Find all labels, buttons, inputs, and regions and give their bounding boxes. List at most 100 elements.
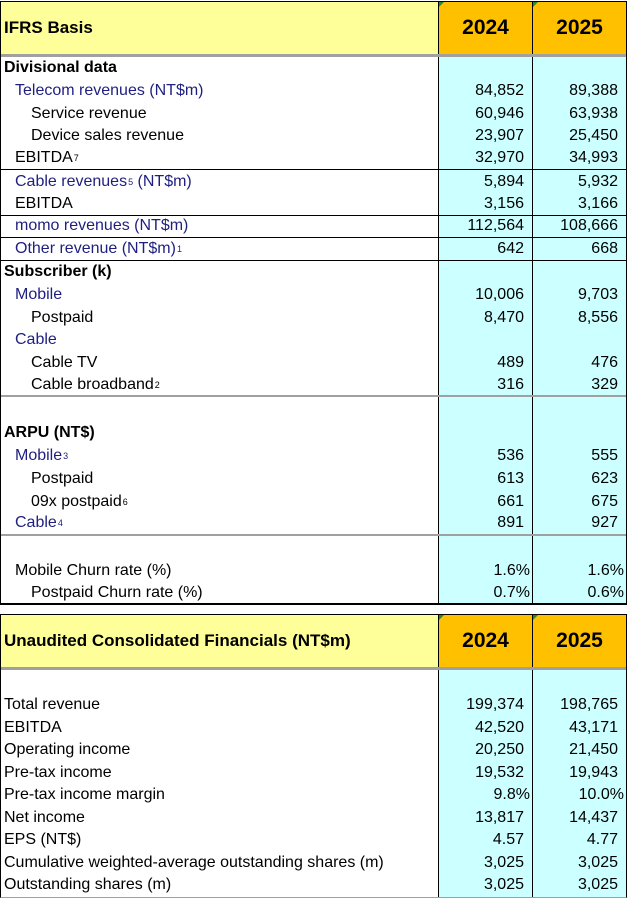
row-label-text: Device sales revenue <box>31 127 184 145</box>
row-label-text: Cable TV <box>31 354 98 372</box>
year-2024-header: 2024 <box>439 2 533 54</box>
row-label-text: 09x postpaid <box>31 492 122 510</box>
value-2025: 10.0% <box>533 784 626 807</box>
footnote-marker: 6 <box>122 496 128 507</box>
value-2024: 489 <box>439 351 533 375</box>
row-label: EBITDA 7 <box>1 147 439 170</box>
row-label: Telecom revenues (NT$m) <box>1 79 439 103</box>
ifrs-title: IFRS Basis <box>1 2 439 54</box>
row-label-suffix: (NT$m) <box>133 172 192 190</box>
value-2025: 4.77 <box>533 829 626 852</box>
table-row: Net income 13,817 14,437 <box>1 806 626 829</box>
table-row: Outstanding shares (m) 3,025 3,025 <box>1 874 626 897</box>
row-label: Device sales revenue <box>1 124 439 148</box>
row-label-text: Pre-tax income <box>4 763 112 781</box>
row-label: momo revenues (NT$m) <box>1 215 439 238</box>
value-2024: 20,250 <box>439 739 533 762</box>
value-2024: 1.6% <box>439 559 533 583</box>
ifrs-header: IFRS Basis 2024 2025 <box>1 1 626 57</box>
row-label-text: Net income <box>4 808 85 826</box>
row-label-text: EBITDA <box>15 149 73 167</box>
spacer-row <box>1 535 626 560</box>
footnote-marker: 2 <box>154 379 160 390</box>
row-label: Mobile 3 <box>1 444 439 468</box>
value-2025: 3,025 <box>533 874 626 897</box>
table-row: Total revenue 199,374 198,765 <box>1 694 626 717</box>
value-2024: 5,894 <box>439 170 533 193</box>
row-label: Pre-tax income margin <box>1 784 439 807</box>
ifrs-body: Divisional data Telecom revenues (NT$m) 84… <box>1 57 626 605</box>
value-2025: 329 <box>533 374 626 396</box>
consolidated-table: Unaudited Consolidated Financials (NT$m)… <box>0 614 627 898</box>
year-2025-header: 2025 <box>533 2 626 54</box>
value-2025: 19,943 <box>533 761 626 784</box>
value-2025: 9,703 <box>533 283 626 307</box>
value-2025: 927 <box>533 512 626 534</box>
value-2025: 198,765 <box>533 694 626 717</box>
table-row: Pre-tax income margin 9.8% 10.0% <box>1 784 626 807</box>
table-row: EPS (NT$) 4.57 4.77 <box>1 829 626 852</box>
row-label <box>1 397 439 423</box>
value-2024: 0.7% <box>439 582 533 603</box>
row-label-text: Cable broadband <box>31 375 154 393</box>
value-2025: 108,666 <box>533 215 626 238</box>
row-label-text: Subscriber (k) <box>4 263 112 281</box>
value-2024: 3,025 <box>439 874 533 897</box>
row-label: Cable <box>1 329 439 352</box>
value-2024 <box>439 397 533 423</box>
value-2025 <box>533 422 626 445</box>
row-label: EBITDA <box>1 192 439 215</box>
consolidated-body: Total revenue 199,374 198,765 EBITDA 42,520 4… <box>1 670 626 897</box>
value-2025 <box>533 670 626 694</box>
value-2025: 675 <box>533 490 626 513</box>
table-row: Cable 4 891 927 <box>1 512 626 536</box>
row-label: Subscriber (k) <box>1 261 439 284</box>
footnote-marker: 7 <box>73 153 79 164</box>
value-2025 <box>533 535 626 560</box>
row-label: Pre-tax income <box>1 761 439 784</box>
value-2025: 555 <box>533 444 626 468</box>
row-label-text: Cable <box>15 331 57 349</box>
row-label: Cable broadband 2 <box>1 374 439 396</box>
row-label: ARPU (NT$) <box>1 422 439 445</box>
value-2024 <box>439 57 533 80</box>
row-label-text: EPS (NT$) <box>4 831 82 849</box>
value-2024: 8,470 <box>439 306 533 330</box>
year-2025-header: 2025 <box>533 615 626 667</box>
row-label: Postpaid <box>1 467 439 491</box>
value-2024: 536 <box>439 444 533 468</box>
table-row: Divisional data <box>1 57 626 80</box>
value-2024 <box>439 261 533 284</box>
row-label-text: Mobile <box>15 286 63 304</box>
row-label: Outstanding shares (m) <box>1 874 439 897</box>
row-label-text: Other revenue (NT$m) <box>15 240 176 258</box>
value-2024: 613 <box>439 467 533 491</box>
value-2024 <box>439 535 533 560</box>
row-label: Operating income <box>1 739 439 762</box>
value-2024 <box>439 670 533 694</box>
value-2025: 5,932 <box>533 170 626 193</box>
table-row: Cable TV 489 476 <box>1 351 626 375</box>
row-label: Cable revenues 5 (NT$m) <box>1 170 439 193</box>
value-2024: 3,025 <box>439 851 533 874</box>
value-2025 <box>533 261 626 284</box>
row-label: Cable 4 <box>1 512 439 534</box>
row-label-text: Postpaid <box>31 308 94 326</box>
table-row: Postpaid Churn rate (%) 0.7% 0.6% <box>1 582 626 605</box>
row-label-text: Cable revenues <box>15 172 128 190</box>
value-2024: 23,907 <box>439 124 533 148</box>
row-label: Service revenue <box>1 102 439 125</box>
value-2025: 623 <box>533 467 626 491</box>
value-2025: 63,938 <box>533 102 626 125</box>
value-2025 <box>533 57 626 80</box>
ifrs-table: IFRS Basis 2024 2025 Divisional data Tele… <box>0 1 627 605</box>
value-2025 <box>533 397 626 423</box>
row-label: EPS (NT$) <box>1 829 439 852</box>
row-label-text: Telecom revenues (NT$m) <box>15 81 204 99</box>
spacer-row <box>1 670 626 694</box>
value-2024: 42,520 <box>439 716 533 739</box>
table-row: 09x postpaid 6 661 675 <box>1 490 626 513</box>
table-row: Pre-tax income 19,532 19,943 <box>1 761 626 784</box>
value-2025: 0.6% <box>533 582 626 603</box>
table-row: momo revenues (NT$m) 112,564 108,666 <box>1 215 626 239</box>
